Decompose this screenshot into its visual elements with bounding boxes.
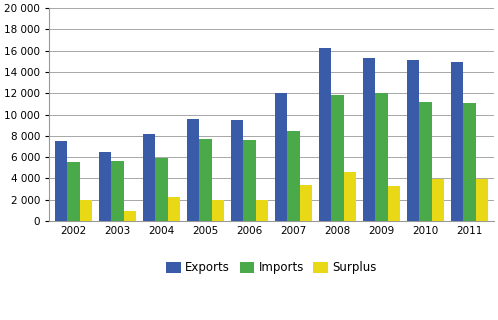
Bar <box>255 200 268 221</box>
Bar <box>300 185 312 221</box>
Bar <box>464 103 476 221</box>
Bar <box>407 60 419 221</box>
Bar <box>124 212 136 221</box>
Legend: Exports, Imports, Surplus: Exports, Imports, Surplus <box>162 257 381 279</box>
Bar <box>432 180 444 221</box>
Bar <box>80 200 92 221</box>
Bar <box>155 158 168 221</box>
Bar <box>55 141 67 221</box>
Bar <box>143 134 155 221</box>
Bar <box>287 131 300 221</box>
Bar <box>451 62 464 221</box>
Bar <box>419 102 432 221</box>
Bar <box>476 180 488 221</box>
Bar <box>231 120 244 221</box>
Bar <box>244 140 255 221</box>
Bar <box>344 172 356 221</box>
Bar <box>99 152 111 221</box>
Bar <box>111 161 124 221</box>
Bar <box>375 93 388 221</box>
Bar <box>67 163 80 221</box>
Bar <box>331 95 344 221</box>
Bar <box>319 48 331 221</box>
Bar <box>363 58 375 221</box>
Bar <box>212 200 224 221</box>
Bar <box>275 93 287 221</box>
Bar <box>199 139 212 221</box>
Bar <box>388 186 400 221</box>
Bar <box>187 119 199 221</box>
Bar <box>168 196 180 221</box>
